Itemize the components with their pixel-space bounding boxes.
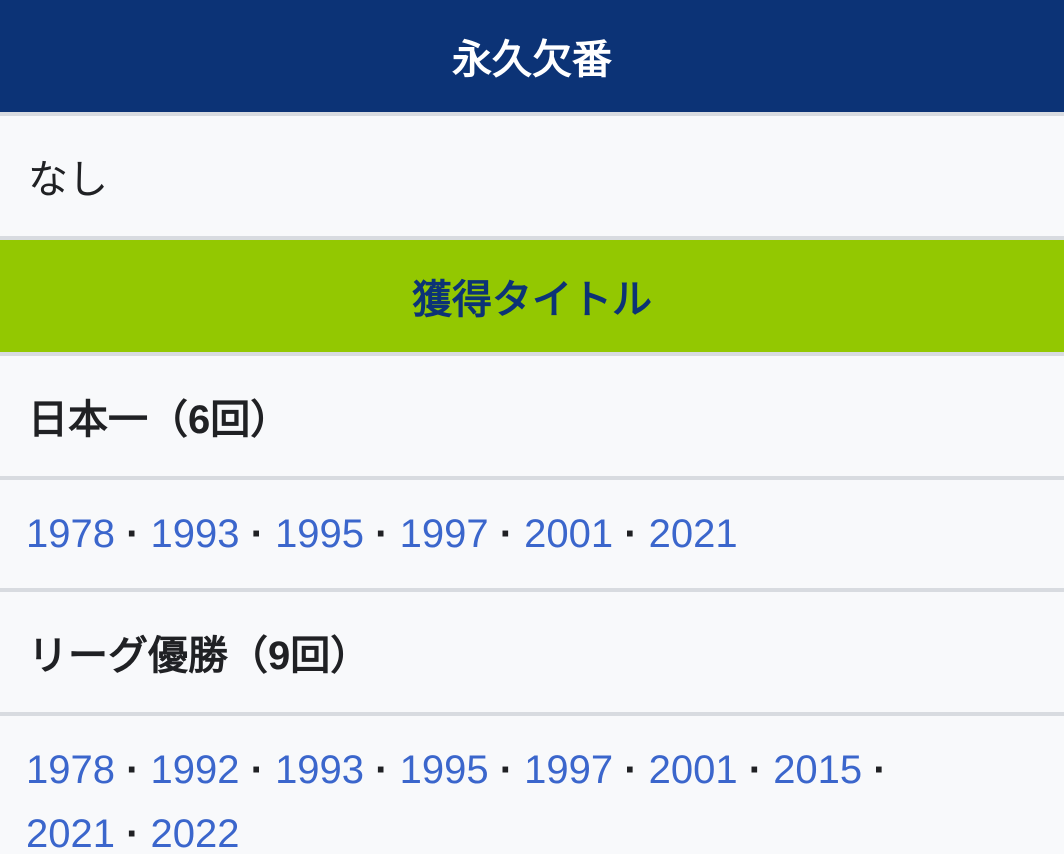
year-link[interactable]: 1995 [399,748,489,792]
titles-header-label: 獲得タイトル [412,278,652,322]
league-champ-label-row: リーグ優勝（9回） [0,588,1064,712]
year-separator: · [488,512,525,556]
year-link[interactable]: 2021 [26,812,115,854]
retired-numbers-value: なし [28,158,108,202]
year-link[interactable]: 2022 [150,812,240,854]
year-link[interactable]: 2001 [648,748,738,792]
year-separator: · [114,512,151,556]
year-separator: · [114,812,151,854]
league-champ-years-row: 1978 · 1992 · 1993 · 1995 · 1997 · 2001 … [0,712,1064,854]
year-separator: · [364,748,400,792]
year-link[interactable]: 1978 [26,748,115,792]
year-separator: · [488,748,525,792]
year-link[interactable]: 1993 [275,748,365,792]
year-separator: · [613,748,649,792]
year-separator: · [613,512,649,556]
year-separator: · [239,512,276,556]
year-separator: · [364,512,400,556]
year-link[interactable]: 1993 [150,512,240,556]
retired-numbers-header-label: 永久欠番 [452,38,612,82]
year-separator: · [862,748,887,792]
year-link[interactable]: 1995 [275,512,365,556]
year-link[interactable]: 2001 [524,512,614,556]
titles-header: 獲得タイトル [0,236,1064,352]
year-link[interactable]: 1997 [524,748,614,792]
japan-series-label-row: 日本一（6回） [0,352,1064,476]
year-link[interactable]: 2015 [773,748,863,792]
year-link[interactable]: 1997 [399,512,489,556]
japan-series-label: 日本一（6回） [28,398,291,442]
league-champ-year-links: 1978 · 1992 · 1993 · 1995 · 1997 · 2001 … [26,738,946,854]
retired-numbers-header: 永久欠番 [0,0,1064,112]
league-champ-label: リーグ優勝（9回） [28,634,371,678]
japan-series-year-links: 1978 · 1993 · 1995 · 1997 · 2001 · 2021 [26,502,946,566]
retired-numbers-value-row: なし [0,112,1064,236]
year-separator: · [239,748,276,792]
year-link[interactable]: 1992 [150,748,240,792]
year-link[interactable]: 1978 [26,512,115,556]
year-link[interactable]: 2021 [648,512,738,556]
year-separator: · [114,748,151,792]
japan-series-years-row: 1978 · 1993 · 1995 · 1997 · 2001 · 2021 [0,476,1064,588]
year-separator: · [737,748,774,792]
